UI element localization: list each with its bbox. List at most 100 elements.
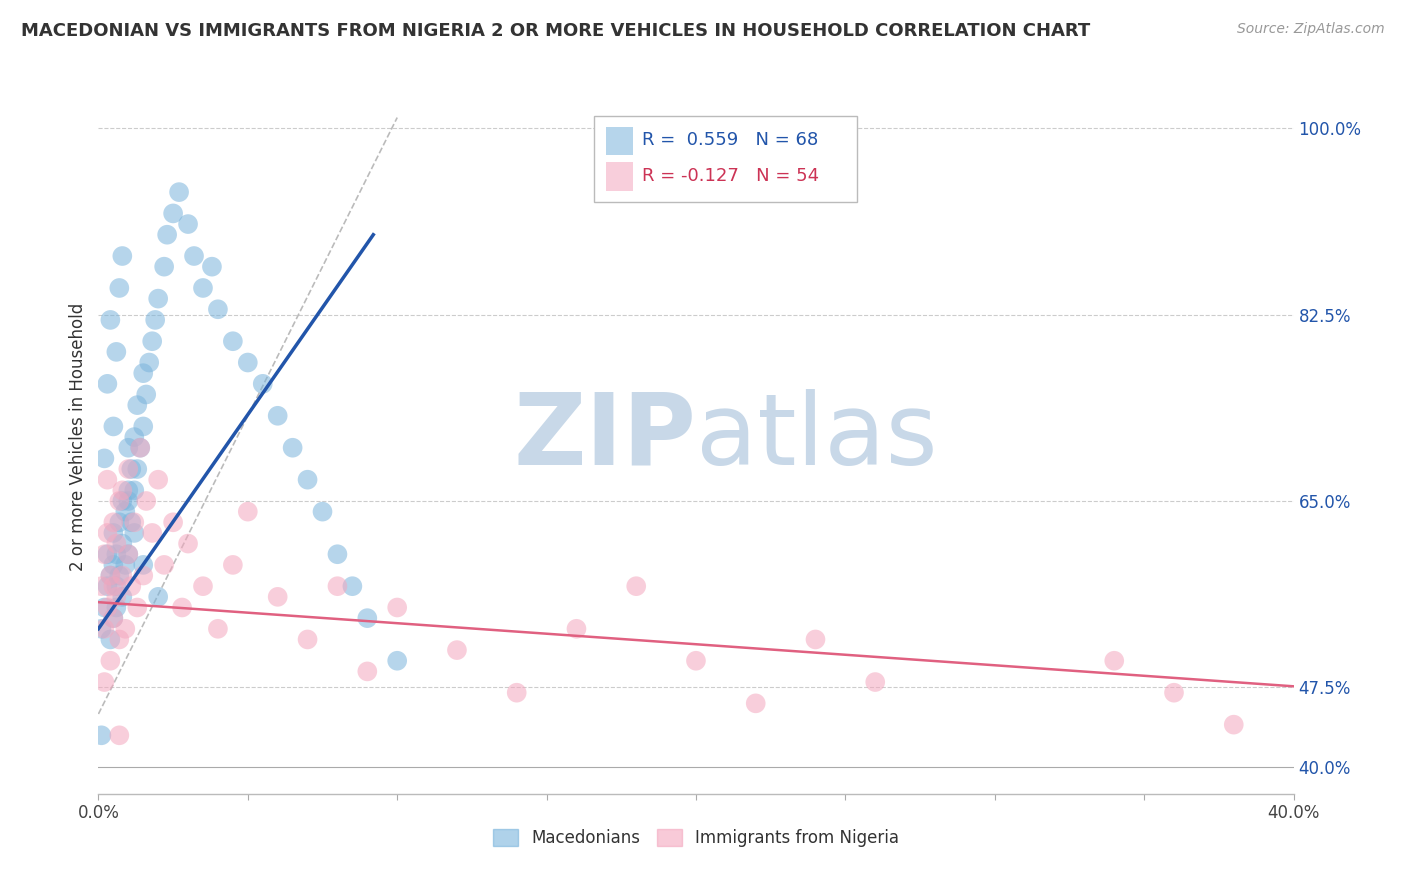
Point: [93, 547, 115, 561]
Point: [342, 579, 364, 593]
Point: [124, 525, 146, 540]
Point: [326, 547, 349, 561]
Point: [326, 579, 349, 593]
Point: [135, 387, 157, 401]
Point: [685, 654, 707, 668]
Point: [191, 579, 214, 593]
Point: [124, 430, 146, 444]
Text: MACEDONIAN VS IMMIGRANTS FROM NIGERIA 2 OR MORE VEHICLES IN HOUSEHOLD CORRELATIO: MACEDONIAN VS IMMIGRANTS FROM NIGERIA 2 …: [21, 22, 1090, 40]
Point: [201, 260, 224, 274]
Point: [111, 590, 134, 604]
Point: [108, 494, 131, 508]
Point: [177, 217, 200, 231]
Point: [98, 632, 122, 647]
Point: [96, 473, 118, 487]
Point: [132, 419, 155, 434]
Point: [98, 568, 122, 582]
Point: [93, 622, 115, 636]
Point: [117, 483, 139, 498]
Point: [148, 473, 170, 487]
Point: [98, 313, 122, 327]
Point: [745, 697, 768, 711]
Point: [141, 334, 163, 349]
Point: [105, 547, 128, 561]
Point: [98, 568, 122, 582]
Point: [90, 728, 112, 742]
Point: [252, 376, 274, 391]
Point: [103, 419, 125, 434]
Point: [132, 558, 155, 572]
Point: [98, 654, 122, 668]
FancyBboxPatch shape: [595, 116, 858, 202]
Point: [114, 622, 136, 636]
Point: [297, 473, 319, 487]
Point: [117, 547, 139, 561]
Point: [138, 355, 160, 369]
Point: [183, 249, 205, 263]
Text: atlas: atlas: [696, 389, 938, 485]
Point: [141, 525, 163, 540]
Point: [120, 516, 142, 530]
Point: [385, 600, 409, 615]
Point: [804, 632, 827, 647]
Point: [108, 516, 131, 530]
Point: [132, 568, 155, 582]
Point: [114, 505, 136, 519]
Point: [108, 632, 131, 647]
Point: [191, 281, 214, 295]
Text: Source: ZipAtlas.com: Source: ZipAtlas.com: [1237, 22, 1385, 37]
Point: [114, 558, 136, 572]
Point: [96, 547, 118, 561]
Point: [172, 600, 194, 615]
Point: [281, 441, 304, 455]
Point: [162, 516, 184, 530]
Point: [117, 441, 139, 455]
FancyBboxPatch shape: [606, 127, 633, 155]
Point: [153, 558, 176, 572]
Point: [96, 600, 118, 615]
Point: [96, 579, 118, 593]
Point: [111, 568, 134, 582]
Point: [129, 441, 152, 455]
Point: [105, 344, 128, 359]
Point: [565, 622, 588, 636]
Point: [236, 505, 259, 519]
Point: [105, 590, 128, 604]
Point: [1104, 654, 1126, 668]
Point: [143, 313, 166, 327]
Point: [111, 536, 134, 550]
Point: [111, 494, 134, 508]
Point: [108, 568, 131, 582]
Point: [103, 516, 125, 530]
Point: [129, 441, 152, 455]
Point: [103, 579, 125, 593]
Point: [90, 622, 112, 636]
Point: [103, 525, 125, 540]
Point: [93, 675, 115, 690]
Point: [105, 536, 128, 550]
Point: [111, 483, 134, 498]
Point: [105, 600, 128, 615]
Point: [506, 686, 529, 700]
Point: [124, 483, 146, 498]
Point: [865, 675, 887, 690]
Point: [626, 579, 648, 593]
Point: [105, 579, 128, 593]
Point: [207, 302, 229, 317]
Point: [117, 494, 139, 508]
Point: [222, 558, 245, 572]
Point: [96, 376, 118, 391]
Point: [127, 462, 149, 476]
Point: [135, 494, 157, 508]
Point: [103, 611, 125, 625]
Point: [446, 643, 468, 657]
Point: [132, 366, 155, 380]
Point: [93, 451, 115, 466]
Point: [311, 505, 333, 519]
Point: [207, 622, 229, 636]
Point: [177, 536, 200, 550]
Point: [297, 632, 319, 647]
Point: [1163, 686, 1185, 700]
Point: [156, 227, 179, 242]
Point: [124, 516, 146, 530]
